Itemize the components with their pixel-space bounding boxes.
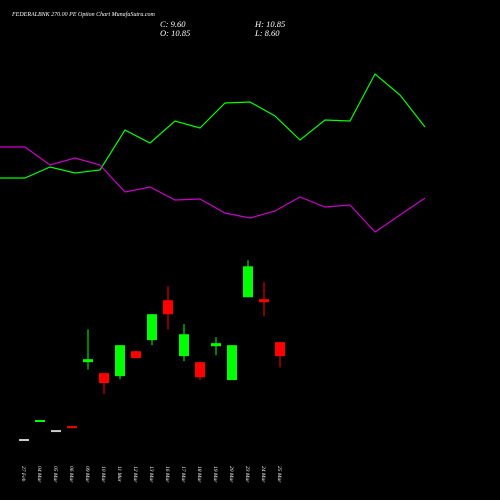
candle-body bbox=[275, 342, 285, 357]
candle-body bbox=[179, 334, 189, 357]
x-tick-label: 06 Mar bbox=[68, 466, 74, 483]
x-tick-label: 10 Mar bbox=[100, 466, 106, 483]
chart-title: FEDERALBNK 270.00 PE Option Chart Munafa… bbox=[11, 11, 155, 18]
x-tick-label: 17 Mar bbox=[180, 466, 186, 483]
indicator-line bbox=[0, 146, 426, 233]
candle-body bbox=[195, 362, 205, 378]
x-tick-label: 09 Mar bbox=[84, 466, 90, 483]
candle-body bbox=[115, 345, 125, 377]
x-tick-label: 12 Mar bbox=[132, 466, 138, 483]
candle-body bbox=[51, 430, 61, 433]
x-tick-label: 11 Mar bbox=[116, 466, 122, 483]
candle-body bbox=[163, 300, 173, 315]
candle-body bbox=[35, 420, 45, 423]
candle-body bbox=[259, 299, 269, 303]
x-tick-label: 23 Mar bbox=[244, 466, 250, 483]
close-label: C: 9.60 bbox=[160, 19, 186, 29]
candle-body bbox=[67, 426, 77, 429]
candle-body bbox=[211, 343, 221, 347]
indicator-line bbox=[0, 73, 426, 179]
x-tick-label: 04 Mar bbox=[36, 466, 43, 483]
candle-body bbox=[243, 266, 253, 298]
candle-body bbox=[83, 359, 93, 363]
x-tick-label: 16 Mar bbox=[164, 466, 170, 483]
x-tick-label: 13 Mar bbox=[148, 466, 154, 483]
x-tick-label: 25 Mar bbox=[276, 466, 282, 483]
x-tick-label: 24 Mar bbox=[260, 466, 267, 483]
x-tick-label: 19 Mar bbox=[212, 466, 218, 483]
x-tick-label: 05 Mar bbox=[52, 466, 58, 483]
candle-body bbox=[227, 345, 237, 381]
x-tick-label: 20 Mar bbox=[228, 466, 234, 483]
candle-body bbox=[131, 351, 141, 359]
candle-body bbox=[147, 314, 157, 341]
candle-body bbox=[19, 439, 29, 442]
open-label: O: 10.85 bbox=[160, 28, 190, 38]
low-label: L: 8.60 bbox=[254, 28, 280, 38]
x-tick-label: 27 Feb bbox=[20, 466, 26, 482]
x-tick-label: 18 Mar bbox=[196, 466, 202, 483]
high-label: H: 10.85 bbox=[254, 19, 285, 29]
candle-body bbox=[99, 373, 109, 384]
